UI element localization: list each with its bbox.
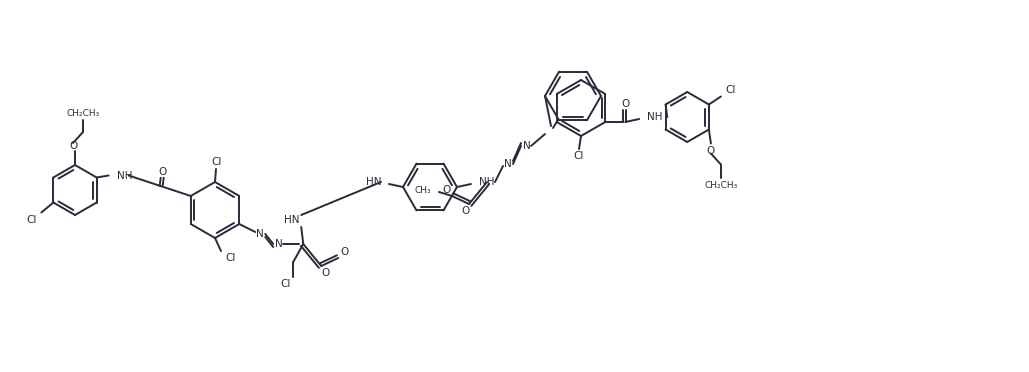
Text: O: O bbox=[707, 145, 715, 155]
Text: HN: HN bbox=[365, 177, 381, 187]
Text: Cl: Cl bbox=[26, 215, 37, 224]
Text: NH: NH bbox=[116, 170, 132, 180]
Text: O: O bbox=[461, 206, 469, 216]
Text: N: N bbox=[276, 239, 283, 249]
Text: Cl: Cl bbox=[281, 279, 291, 289]
Text: CH₂CH₃: CH₂CH₃ bbox=[704, 181, 738, 190]
Text: O: O bbox=[69, 141, 77, 151]
Text: Cl: Cl bbox=[212, 157, 222, 167]
Text: N: N bbox=[523, 141, 531, 151]
Text: O: O bbox=[321, 268, 329, 278]
Text: HN: HN bbox=[284, 215, 299, 225]
Text: O: O bbox=[441, 185, 450, 195]
Text: Cl: Cl bbox=[225, 253, 236, 263]
Text: O: O bbox=[158, 167, 167, 177]
Text: O: O bbox=[622, 99, 630, 109]
Text: Cl: Cl bbox=[574, 151, 584, 161]
Text: NH: NH bbox=[647, 112, 663, 122]
Text: CH₂CH₃: CH₂CH₃ bbox=[67, 109, 100, 118]
Text: Cl: Cl bbox=[725, 84, 736, 94]
Text: NH: NH bbox=[480, 177, 495, 187]
Text: O: O bbox=[341, 247, 349, 257]
Text: N: N bbox=[504, 159, 511, 169]
Text: N: N bbox=[256, 229, 264, 239]
Text: CH₃: CH₃ bbox=[415, 186, 431, 195]
